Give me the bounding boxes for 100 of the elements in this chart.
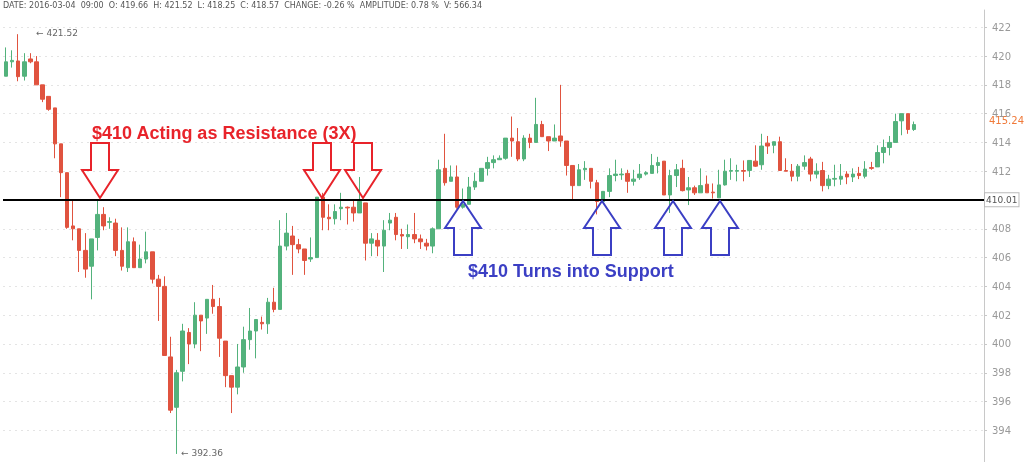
candlestick	[546, 136, 551, 152]
candlestick	[193, 301, 197, 349]
candlestick	[260, 316, 264, 331]
candlestick	[839, 163, 843, 186]
candlestick	[778, 136, 782, 171]
candlestick	[388, 212, 392, 231]
candlestick	[698, 167, 703, 194]
annotation: $410 Turns into Support	[468, 261, 674, 281]
candlestick	[692, 185, 697, 196]
candlestick	[211, 284, 215, 315]
candlestick	[83, 232, 88, 279]
candlestick	[680, 159, 685, 192]
candlestick	[899, 113, 904, 136]
candlestick	[906, 113, 910, 135]
candlestick	[534, 97, 538, 143]
candlestick	[187, 327, 191, 365]
candlestick	[168, 336, 173, 414]
candlestick	[552, 123, 557, 142]
candlestick	[248, 307, 252, 351]
candlestick	[784, 157, 788, 172]
candlestick	[772, 141, 776, 154]
y-tick-label: 406	[992, 252, 1012, 264]
candlestick	[95, 199, 100, 251]
candlestick	[631, 169, 636, 187]
candlestick	[845, 170, 849, 185]
candlestick	[406, 223, 410, 250]
candlestick	[363, 202, 368, 261]
candlestick	[747, 159, 752, 178]
annotation: $410 Acting as Resistance (3X)	[92, 123, 357, 143]
candlestick	[132, 236, 136, 269]
candlestick	[375, 232, 380, 257]
candlestick	[199, 314, 203, 352]
y-tick-label: 396	[992, 396, 1012, 408]
candlestick	[711, 182, 715, 200]
candlestick	[120, 226, 124, 272]
candlestick	[59, 143, 63, 198]
candlestick	[4, 46, 8, 77]
annotation: ← 392.36	[181, 447, 224, 458]
candlestick	[686, 176, 691, 206]
candlestick	[400, 228, 404, 250]
candlestick	[174, 369, 179, 455]
candlestick	[790, 163, 794, 182]
candlestick	[723, 159, 727, 187]
candlestick	[577, 163, 581, 187]
y-tick-label: 412	[992, 165, 1012, 177]
y-tick-label: 404	[992, 280, 1012, 292]
candlestick	[278, 219, 282, 310]
candlestick	[53, 107, 57, 159]
candlestick	[339, 192, 343, 221]
candlestick	[71, 199, 75, 241]
candlestick	[820, 161, 825, 192]
candlestick	[662, 160, 666, 196]
candlestick	[126, 226, 130, 273]
candlestick	[205, 298, 209, 335]
candlestick	[765, 135, 770, 155]
candlestick	[729, 157, 733, 181]
candlestick	[510, 116, 514, 158]
candlestick	[394, 212, 398, 241]
candlestick	[455, 164, 459, 210]
candlestick	[802, 154, 807, 171]
candlestick	[308, 236, 313, 263]
candlestick	[89, 238, 94, 300]
candlestick	[217, 297, 222, 358]
y-tick-label: 400	[992, 338, 1012, 350]
candlestick	[857, 166, 861, 180]
candlestick	[138, 244, 142, 269]
y-tick-label: 414	[992, 136, 1012, 148]
y-tick-label: 418	[992, 79, 1012, 91]
y-tick-label: 398	[992, 367, 1012, 379]
candlestick	[333, 203, 337, 225]
candlestick	[625, 169, 630, 194]
candlestick	[863, 160, 867, 179]
candlestick	[473, 172, 477, 191]
candlestick	[705, 175, 709, 194]
ref-line-label: 410.01	[986, 194, 1018, 205]
candlestick	[869, 161, 874, 171]
candlestick	[113, 218, 118, 257]
candlestick	[735, 164, 739, 182]
candlestick	[16, 33, 20, 82]
candlestick	[424, 238, 429, 251]
candlestick	[10, 49, 14, 69]
candlestick	[528, 133, 532, 149]
candlestick	[254, 318, 258, 359]
candlestick	[516, 127, 520, 162]
y-tick-label: 394	[992, 424, 1012, 436]
candlestick	[22, 52, 27, 82]
candlestick	[796, 163, 800, 182]
y-tick-label: 408	[992, 223, 1012, 235]
candlestick	[101, 206, 106, 231]
candlestick	[595, 179, 599, 215]
candlestick	[741, 159, 746, 182]
candlestick	[443, 133, 447, 187]
candlestick	[650, 153, 654, 174]
candlestick	[180, 323, 185, 382]
candlestick	[912, 121, 916, 132]
candlestick	[315, 196, 319, 259]
candlestick	[107, 216, 112, 230]
candlestick	[272, 287, 276, 313]
candlestick	[266, 297, 270, 335]
text: DATE: 2016-03-04 09:00 O: 419.66 H: 421.52 L: 418.25 C: 418.57 CHANGE: -0.26 % AMPLITUDE: 0.78 % V: 566.34	[3, 0, 483, 10]
